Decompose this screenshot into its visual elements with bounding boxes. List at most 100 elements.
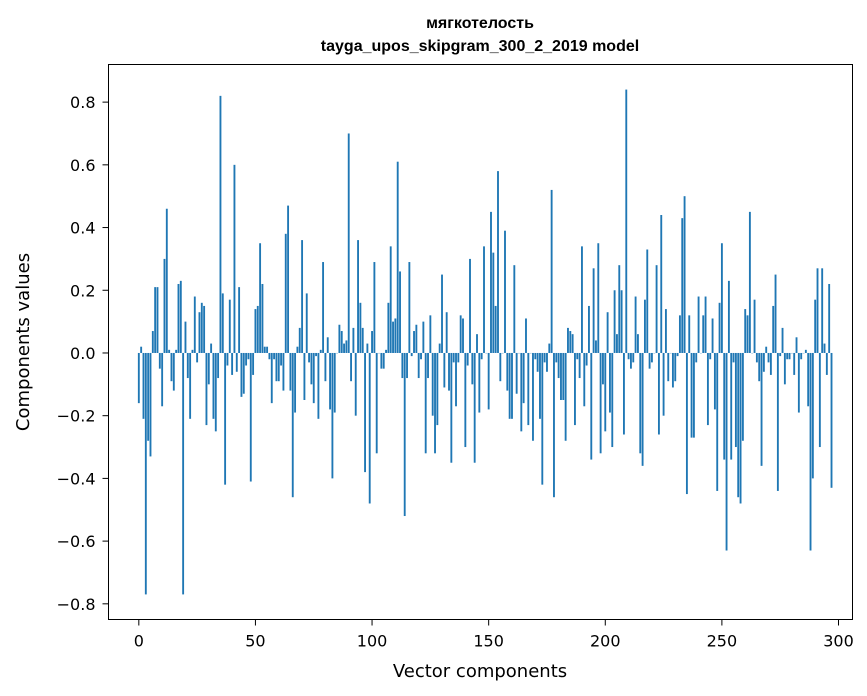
bar-component-175 (546, 352, 548, 372)
bar-component-269 (765, 346, 768, 353)
plot-frame (108, 64, 853, 620)
bar-component-108 (389, 246, 392, 353)
bar-component-68 (296, 346, 299, 353)
bar-component-279 (788, 352, 791, 360)
bar-component-0 (137, 352, 140, 404)
bar-component-63 (284, 233, 287, 353)
bar-component-79 (322, 262, 325, 353)
bar-component-220 (650, 352, 653, 363)
bar-component-73 (308, 352, 311, 363)
bar-component-142 (469, 258, 471, 353)
x-axis-ticks: 0 50 100 150 200 250 300 (134, 619, 854, 651)
bar-component-184 (567, 327, 569, 353)
bar-component-295 (825, 352, 828, 375)
bar-component-18 (179, 280, 182, 353)
bar-component-41 (233, 164, 236, 353)
bar-component-102 (375, 352, 378, 454)
bar-component-284 (800, 352, 803, 360)
bar-component-256 (734, 352, 737, 448)
bar-component-29 (205, 352, 208, 426)
bar-component-157 (504, 230, 506, 353)
bar-component-47 (247, 352, 250, 360)
bar-component-143 (471, 352, 474, 385)
bar-component-80 (324, 352, 327, 382)
bar-component-48 (249, 352, 252, 482)
bar-component-126 (431, 352, 434, 416)
bar-component-39 (228, 299, 231, 353)
bar-component-204 (613, 290, 616, 353)
bar-component-215 (639, 352, 642, 454)
bar-component-164 (520, 352, 523, 432)
bar-component-202 (609, 352, 611, 413)
bar-component-252 (725, 352, 728, 551)
bar-component-114 (403, 352, 406, 517)
bar-component-188 (576, 352, 579, 360)
bar-component-72 (305, 293, 308, 353)
bar-component-137 (457, 352, 460, 363)
bar-component-52 (259, 243, 262, 353)
bar-component-25 (196, 352, 199, 363)
bar-component-217 (643, 299, 646, 353)
bar-component-144 (473, 352, 476, 463)
bar-component-206 (618, 265, 621, 353)
bar-component-224 (660, 215, 663, 353)
bar-component-192 (585, 352, 588, 366)
x-tick-label: 200 (590, 632, 621, 651)
bar-component-231 (676, 352, 679, 357)
bar-component-169 (532, 352, 534, 441)
bar-component-134 (450, 352, 453, 463)
bar-component-70 (301, 240, 304, 353)
bar-component-127 (434, 352, 436, 454)
bar-component-257 (737, 352, 740, 498)
bar-component-112 (399, 271, 401, 353)
bar-component-57 (270, 352, 273, 404)
bar-component-201 (606, 312, 609, 353)
bar-component-31 (210, 343, 213, 353)
bar-component-167 (527, 352, 530, 426)
bar-component-270 (767, 352, 770, 363)
bar-component-15 (172, 352, 175, 391)
bar-component-78 (319, 349, 322, 353)
y-tick-label: 0.2 (70, 281, 95, 300)
bar-component-233 (681, 218, 684, 353)
bar-component-14 (170, 352, 173, 382)
bar-component-296 (828, 283, 831, 353)
bar-component-189 (578, 352, 581, 379)
bar-component-199 (602, 352, 604, 385)
bar-component-2 (142, 352, 145, 419)
bar-component-166 (525, 318, 527, 353)
bar-component-97 (364, 352, 366, 473)
bar-component-124 (427, 352, 429, 379)
bar-component-138 (459, 315, 462, 353)
bar-component-129 (438, 343, 441, 353)
bar-component-6 (151, 331, 154, 353)
bar-component-219 (648, 352, 651, 369)
bar-component-92 (352, 327, 355, 353)
bar-component-59 (275, 352, 278, 382)
bar-component-123 (424, 352, 427, 454)
bar-component-9 (158, 352, 161, 369)
bar-component-191 (583, 352, 586, 407)
bar-component-274 (776, 352, 779, 491)
bar-component-258 (739, 352, 742, 504)
bar-component-193 (588, 305, 590, 353)
bar-component-271 (769, 352, 772, 375)
bar-component-119 (415, 324, 418, 353)
bar-component-170 (534, 352, 537, 360)
bar-component-135 (452, 352, 455, 363)
bar-component-55 (266, 346, 269, 353)
bar-component-89 (345, 340, 348, 353)
y-tick-label: 0.0 (70, 344, 95, 363)
bar-component-161 (513, 265, 516, 353)
bar-component-141 (466, 352, 469, 366)
bar-component-152 (492, 252, 495, 353)
bar-component-140 (464, 352, 467, 448)
bar-component-4 (147, 352, 150, 441)
bar-component-147 (480, 352, 483, 360)
bar-component-120 (417, 352, 420, 379)
bar-component-246 (711, 318, 714, 353)
bar-component-45 (242, 352, 245, 394)
bar-component-34 (217, 352, 220, 379)
bar-component-210 (627, 352, 630, 360)
